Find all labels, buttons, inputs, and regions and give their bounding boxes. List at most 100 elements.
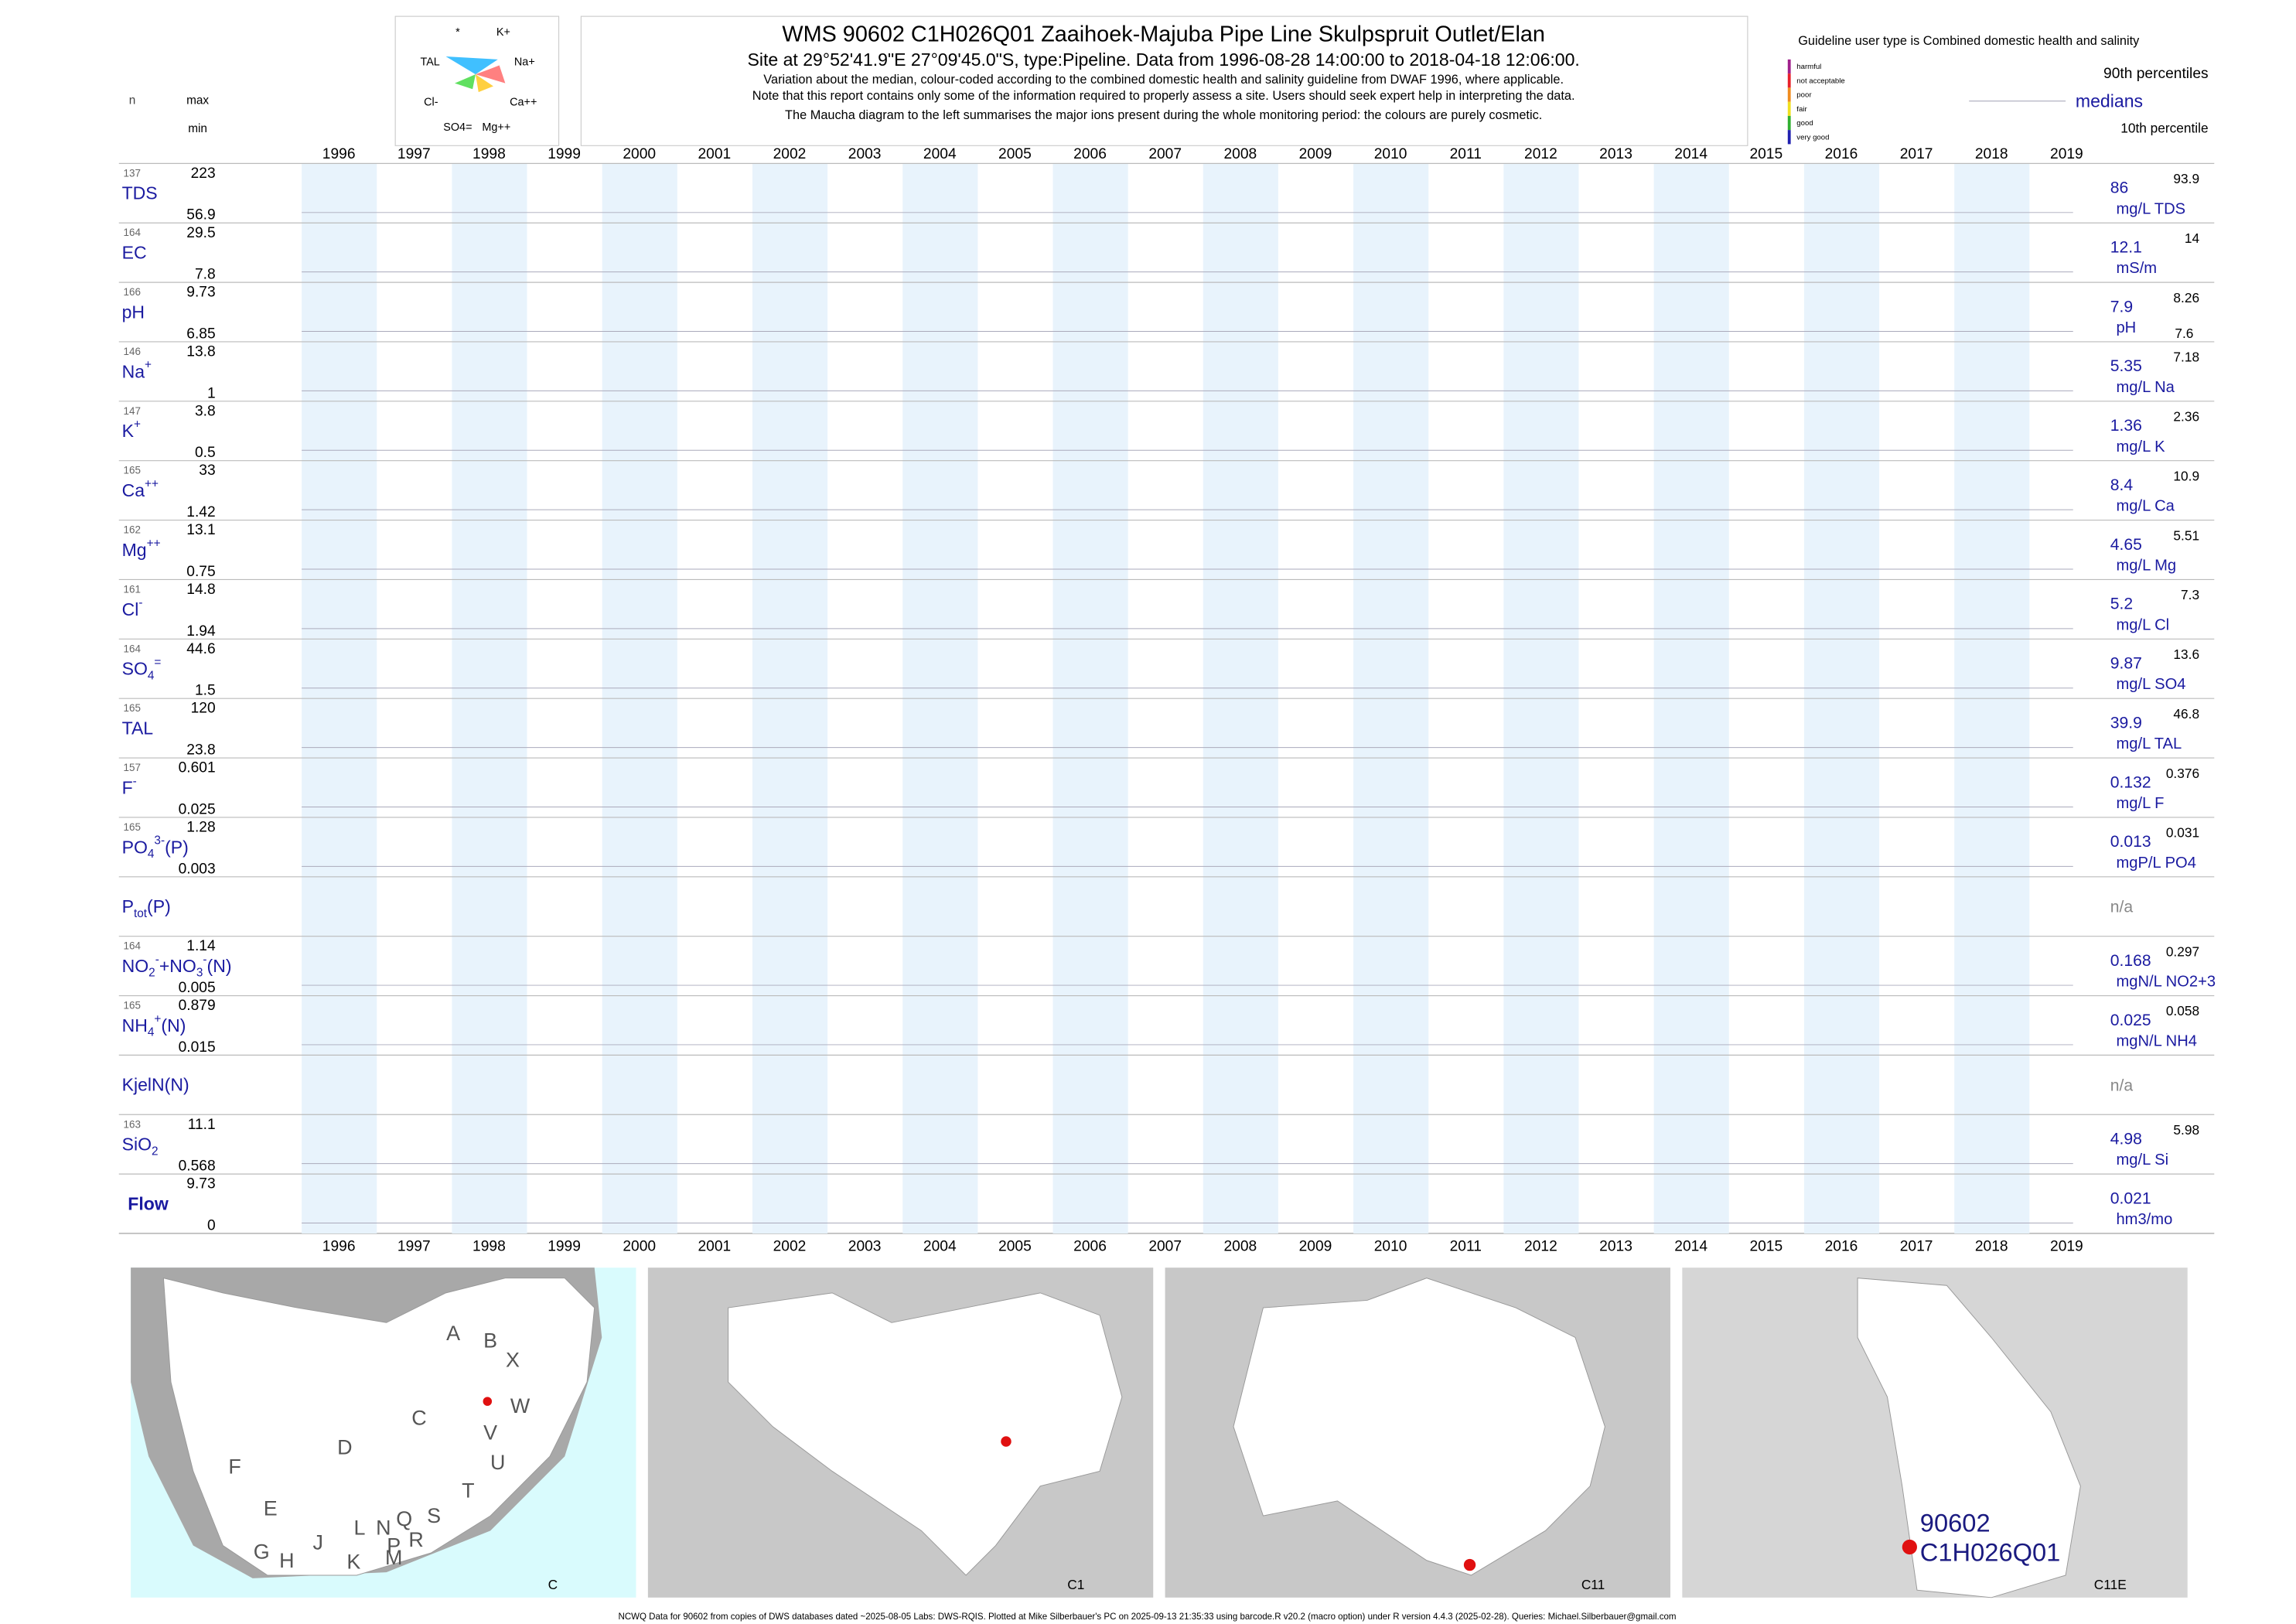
region-label: K [346, 1551, 360, 1574]
row-unit: hm3/mo [2116, 1211, 2172, 1228]
guideline-level: harmful [1796, 63, 1821, 71]
row-n: 162 [124, 524, 141, 536]
note: Note that this report contains only some… [752, 89, 1575, 103]
row-label-part: Flow [128, 1194, 169, 1214]
row-label-part: P [122, 896, 134, 916]
x-tick-label-top: 2019 [2050, 146, 2083, 162]
row-label-part: SO [122, 659, 148, 679]
row-label: NH4+(N) [122, 1012, 186, 1039]
row-label-part: (P) [165, 837, 189, 857]
guideline-level: good [1796, 119, 1813, 128]
row-label-part: F [122, 777, 133, 797]
row-label-part: EC [122, 243, 147, 263]
row-label: K+ [122, 418, 141, 442]
row-unit: mgN/L NH4 [2116, 1032, 2197, 1049]
row-p90: 2.36 [2173, 409, 2199, 425]
region-label: P [387, 1534, 401, 1557]
row-max: 11.1 [188, 1117, 216, 1133]
region-label: R [408, 1528, 423, 1551]
region-label: S [427, 1504, 441, 1527]
x-tick-label-top: 2008 [1223, 146, 1257, 162]
row-min: 1.94 [186, 623, 216, 640]
row-na: n/a [2110, 899, 2134, 916]
row-n: 164 [124, 227, 142, 238]
row-n: 164 [124, 940, 142, 952]
site-marker [1001, 1436, 1012, 1447]
map-catchment [162, 1278, 595, 1576]
row-max: 223 [191, 165, 216, 182]
row-label-part: + [145, 359, 152, 372]
row-n: 166 [124, 286, 141, 298]
row-label-part: PO [122, 837, 148, 857]
row-p90: 14 [2185, 230, 2200, 246]
row-label-part: ++ [147, 537, 161, 550]
row-label-part: Ca [122, 480, 145, 500]
row-min: 7.8 [195, 267, 216, 283]
maucha-label: Cl- [424, 96, 438, 108]
row-median: 39.9 [2110, 714, 2142, 732]
x-tick-label-top: 2009 [1299, 146, 1332, 162]
row-max: 14.8 [186, 582, 215, 598]
row-min: 0.025 [179, 801, 216, 817]
guideline-level: very good [1796, 133, 1829, 142]
row-label-part: NO [122, 956, 149, 976]
row-median: 0.168 [2110, 952, 2151, 970]
row-label-part: TAL [122, 718, 154, 739]
x-tick-label-bottom: 2013 [1599, 1238, 1632, 1254]
maucha-box [394, 15, 560, 146]
row-min: 56.9 [186, 207, 215, 223]
guideline-swatch [1787, 101, 1791, 116]
row-label-part: - [155, 953, 159, 966]
guideline-swatch [1787, 59, 1791, 74]
x-tick-label-top: 2001 [698, 146, 731, 162]
row-n: 163 [124, 1118, 141, 1130]
header-box [580, 15, 1748, 146]
region-label: D [337, 1436, 352, 1459]
min-header: min [188, 122, 207, 135]
row-max: 13.1 [186, 522, 215, 538]
map-caption: C1 [1067, 1577, 1084, 1592]
row-min: 0.568 [179, 1158, 216, 1175]
row-median: 4.98 [2110, 1130, 2142, 1148]
row-label-part: (P) [147, 896, 171, 916]
row-median: 0.021 [2110, 1189, 2151, 1207]
row-label-part: Na [122, 361, 145, 381]
row-label-part: - [133, 775, 137, 788]
row-label-part: Cl [122, 599, 139, 619]
row-label-part: 4 [148, 669, 155, 682]
x-tick-label-top: 2012 [1524, 146, 1557, 162]
row-label: Na+ [122, 359, 152, 382]
x-tick-label-bottom: 2018 [1975, 1238, 2008, 1254]
row-label-part: 4 [148, 1026, 155, 1039]
row-min: 0 [207, 1217, 216, 1233]
maucha-label: Na+ [514, 56, 535, 69]
maucha-petal [455, 74, 476, 90]
row-label-part: pH [122, 302, 145, 322]
region-label: V [483, 1421, 497, 1445]
row-p90: 13.6 [2173, 647, 2199, 662]
maucha-petal [475, 56, 488, 75]
row-label: pH [122, 302, 145, 322]
row-unit: mg/L SO4 [2116, 676, 2185, 693]
row-label-part: (N) [207, 956, 232, 976]
x-tick-label-bottom: 2009 [1299, 1238, 1332, 1254]
row-label: F- [122, 775, 137, 798]
row-min: 6.85 [186, 326, 215, 342]
guideline-swatch [1787, 115, 1791, 131]
maucha-label: Mg++ [482, 121, 510, 134]
row-unit: mg/L Si [2116, 1151, 2168, 1169]
x-tick-label-top: 2007 [1148, 146, 1182, 162]
row-label-part: 2 [152, 1145, 159, 1158]
row-min: 0.005 [179, 980, 216, 996]
row-n: 164 [124, 643, 142, 654]
row-unit: mgP/L PO4 [2116, 855, 2195, 872]
maucha-label: * [455, 26, 460, 39]
note: The Maucha diagram to the left summarise… [785, 108, 1542, 122]
site-label: C1H026Q01 [1920, 1538, 2061, 1567]
guideline-swatch [1787, 130, 1791, 145]
map-catchment [1857, 1278, 2081, 1598]
guideline-level: fair [1796, 105, 1807, 114]
row-p90: 0.297 [2166, 943, 2199, 959]
region-label: H [279, 1549, 294, 1572]
region-label: G [254, 1540, 270, 1563]
